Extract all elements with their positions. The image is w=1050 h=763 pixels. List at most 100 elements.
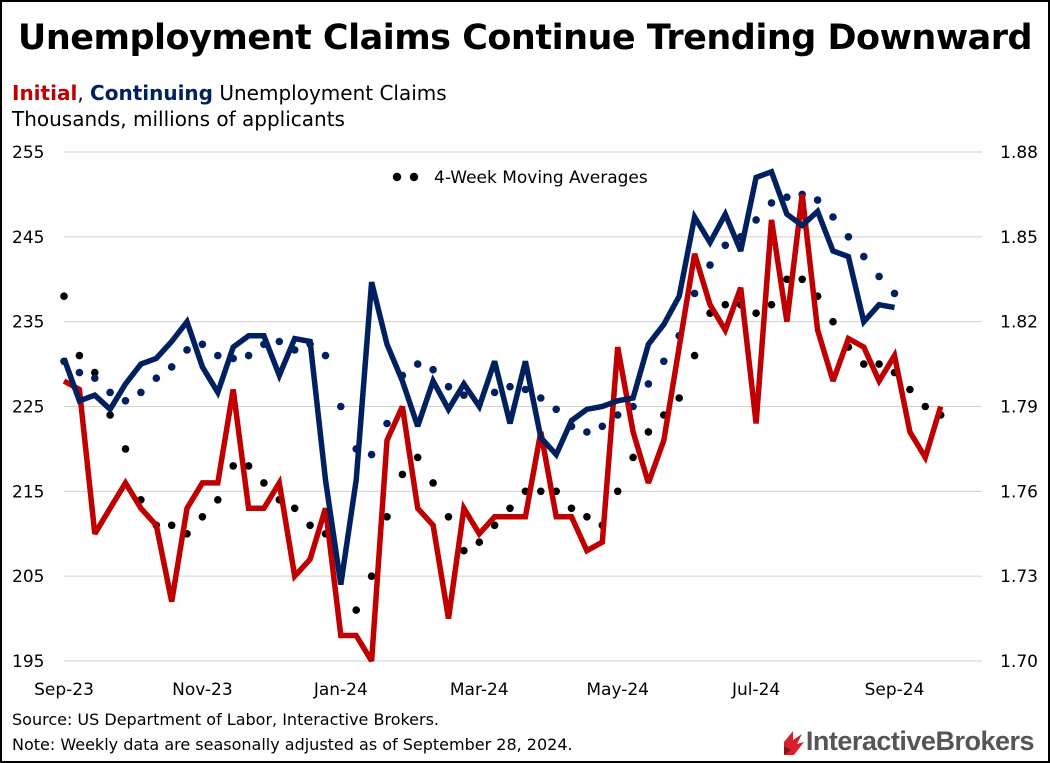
continuing-4-week-moving-average-point (875, 272, 883, 281)
initial-4-week-moving-average-point (260, 479, 268, 487)
continuing-line (61, 168, 895, 586)
continuing-4-week-moving-average-point (275, 337, 284, 346)
continuing-4-week-moving-average-point (137, 388, 145, 397)
initial-4-week-moving-average-point (91, 368, 99, 377)
continuing-4-week-moving-average-point (337, 402, 345, 411)
y-left-tick-label: 235 (12, 313, 44, 333)
x-tick-label: Jul-24 (731, 680, 780, 700)
initial-4-week-moving-average-point (875, 360, 883, 368)
continuing-4-week-moving-average-point (183, 346, 191, 354)
initial-line (62, 194, 944, 663)
legend-dot (392, 172, 402, 182)
initial-4-week-moving-average-point (783, 275, 791, 284)
initial-4-week-moving-average-point (244, 462, 253, 470)
initial-4-week-moving-average-point (214, 496, 222, 504)
y-axis-left-labels: 255 245 235 225 215 205 195 (12, 143, 44, 672)
initial-4-week-moving-average-point (906, 385, 914, 394)
initial-4-week-moving-average-point (675, 394, 683, 402)
gridlines (64, 151, 982, 662)
continuing-4-week-moving-average-point (521, 385, 530, 394)
chart-legend: 4-Week Moving Averages (392, 168, 648, 188)
continuing-4-week-moving-average-point (752, 216, 760, 224)
x-tick-label: Sep-23 (34, 680, 94, 700)
subtitle-rest: Unemployment Claims (213, 81, 447, 105)
continuing-4-week-moving-average-point (690, 289, 699, 298)
continuing-4-week-moving-average-point (106, 388, 114, 397)
brand-logo: InteractiveBrokers (780, 726, 1035, 757)
initial-4-week-moving-average-point (444, 513, 453, 521)
initial-4-week-moving-average-point (75, 351, 84, 360)
continuing-4-week-moving-average-point (890, 289, 899, 298)
continuing-4-week-moving-average-point (706, 261, 714, 269)
initial-4-week-moving-average-point (413, 453, 422, 462)
y-axis-right-labels: 1.88 1.85 1.82 1.79 1.76 1.73 1.70 (1000, 143, 1038, 672)
x-tick-label: Jan-24 (313, 680, 368, 700)
x-tick-label: Sep-24 (865, 680, 925, 700)
initial-4-week-moving-average-point (613, 487, 622, 496)
initial-4-week-moving-average-point (629, 453, 637, 462)
continuing-4-week-moving-average-point (721, 241, 730, 250)
subtitle-series-line: Initial, Continuing Unemployment Claims (12, 81, 447, 105)
continuing-4-week-moving-average-point (598, 422, 607, 431)
continuing-4-week-moving-average-point (552, 405, 560, 414)
x-tick-label: Mar-24 (450, 680, 509, 700)
continuing-4-week-moving-average-point (844, 233, 853, 241)
continuing-4-week-moving-average-point (214, 351, 222, 360)
initial-4-week-moving-average-point (398, 470, 407, 479)
continuing-4-week-moving-average-point (537, 394, 545, 402)
y-right-tick-label: 1.88 (1000, 143, 1038, 163)
initial-4-week-moving-average-point (367, 572, 376, 580)
continuing-4-week-moving-average-point (429, 365, 437, 374)
initial-4-week-moving-average-point (690, 351, 699, 360)
initial-4-week-moving-average-point (429, 479, 437, 487)
initial-4-week-moving-average-point (460, 546, 468, 555)
initial-4-week-moving-average-point (798, 275, 806, 284)
continuing-4-week-moving-average-point (91, 374, 99, 383)
continuing-4-week-moving-average-point (367, 450, 376, 459)
initial-4-week-moving-average-point (490, 521, 499, 530)
continuing-4-week-moving-average-point (506, 382, 514, 391)
x-tick-label: May-24 (586, 680, 649, 700)
continuing-4-week-moving-average-dots (60, 190, 899, 459)
initial-4-week-moving-average-point (306, 521, 314, 530)
continuing-4-week-moving-average-point (767, 199, 776, 207)
initial-4-week-moving-average-point (290, 504, 299, 513)
subtitle-initial-word: Initial (12, 81, 78, 105)
continuing-4-week-moving-average-point (460, 391, 468, 400)
continuing-4-week-moving-average-point (413, 360, 422, 368)
x-axis-labels: Sep-23 Nov-23 Jan-24 Mar-24 May-24 Jul-24 Sep-… (34, 680, 924, 700)
initial-4-week-moving-average-point (121, 445, 130, 453)
source-note: Source: US Department of Labor, Interact… (12, 710, 440, 729)
continuing-4-week-moving-average-point (444, 382, 453, 391)
brand-name: InteractiveBrokers (805, 726, 1035, 756)
initial-4-week-moving-average-point (60, 292, 68, 301)
continuing-4-week-moving-average-point (829, 213, 837, 221)
subtitle-separator: , (77, 81, 91, 105)
y-left-tick-label: 205 (12, 567, 44, 587)
initial-4-week-moving-average-dots (60, 275, 945, 614)
x-tick-label: Nov-23 (172, 680, 233, 700)
initial-4-week-moving-average-point (921, 402, 930, 411)
subtitle-units: Thousands, millions of applicants (12, 107, 345, 131)
y-left-tick-label: 225 (12, 398, 44, 418)
continuing-4-week-moving-average-point (383, 419, 391, 428)
initial-4-week-moving-average-point (352, 606, 361, 614)
continuing-4-week-moving-average-point (613, 411, 622, 419)
initial-4-week-moving-average-point (721, 300, 730, 309)
legend-label: 4-Week Moving Averages (434, 168, 648, 188)
y-left-tick-label: 255 (12, 143, 44, 163)
legend-dot (409, 172, 419, 182)
continuing-4-week-moving-average-point (490, 388, 499, 397)
continuing-4-week-moving-average-point (583, 428, 591, 436)
initial-4-week-moving-average-point (506, 504, 514, 513)
initial-4-week-moving-average-point (198, 513, 207, 521)
initial-4-week-moving-average-point (106, 411, 114, 419)
chart-title: Unemployment Claims Continue Trending Do… (17, 18, 1033, 58)
initial-4-week-moving-average-point (475, 538, 484, 546)
y-left-tick-label: 245 (12, 228, 44, 248)
initial-4-week-moving-average-point (644, 428, 653, 436)
continuing-4-week-moving-average-point (660, 357, 668, 366)
continuing-4-week-moving-average-point (244, 351, 253, 360)
